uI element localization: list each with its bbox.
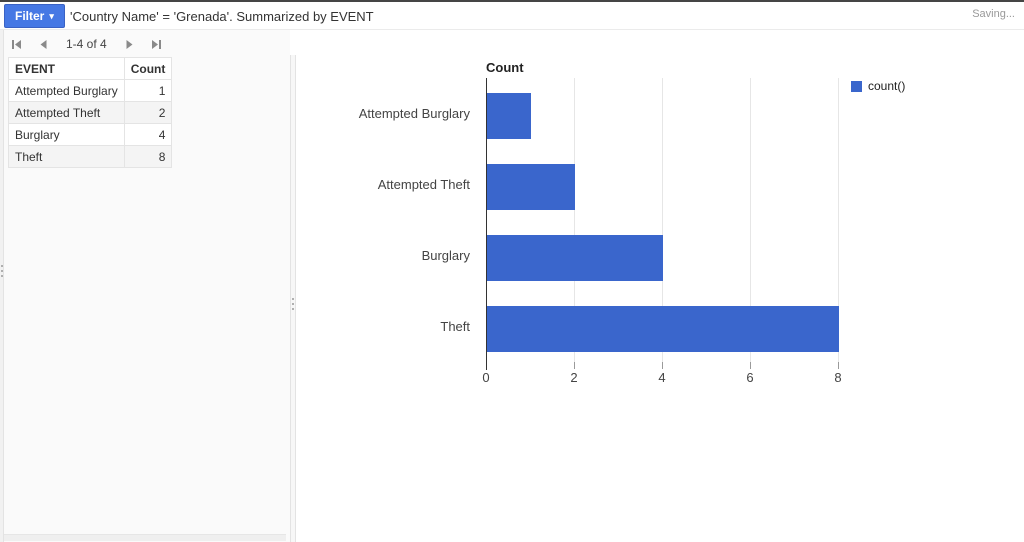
filter-button-label: Filter [15, 9, 45, 23]
event-cell: Attempted Burglary [8, 79, 125, 102]
summary-table: EVENT Count Attempted Burglary 1 Attempt… [8, 57, 173, 168]
chart-title: Count [486, 60, 524, 75]
previous-page-button[interactable] [32, 34, 54, 54]
axis-tick [750, 362, 751, 369]
gridline [838, 78, 839, 362]
previous-page-icon [40, 39, 46, 49]
axis-tick [574, 362, 575, 369]
count-cell: 1 [123, 79, 173, 102]
last-page-icon [151, 39, 161, 49]
bar-slot [486, 149, 838, 220]
bar-burglary[interactable] [487, 235, 663, 281]
value-axis: 0 2 4 6 8 [482, 370, 842, 386]
bar-attempted-theft[interactable] [487, 164, 575, 210]
summary-panel: 1-4 of 4 EVENT Count Attempted Burglary … [0, 30, 290, 542]
category-axis: Attempted Burglary Attempted Theft Burgl… [298, 78, 478, 362]
count-cell: 4 [123, 123, 173, 146]
axis-tick [662, 362, 663, 369]
gridline [574, 78, 575, 362]
bar-slot [486, 78, 838, 149]
pagination-range: 1-4 of 4 [66, 37, 107, 51]
filter-button[interactable]: Filter ▾ [4, 4, 65, 28]
axis-tick [838, 362, 839, 369]
window-top-edge [0, 0, 1024, 2]
column-header-count[interactable]: Count [123, 57, 173, 80]
chart-panel: Count Attempted Burglary Attempted Theft… [296, 30, 1024, 542]
category-label: Theft [440, 319, 470, 334]
column-header-event[interactable]: EVENT [8, 57, 125, 80]
table-row: Burglary 4 [8, 123, 173, 146]
event-cell: Theft [8, 145, 125, 168]
drag-handle-icon [1, 262, 3, 280]
axis-tick-label: 2 [570, 370, 578, 385]
horizontal-scrollbar[interactable] [4, 534, 286, 541]
bar-slot [486, 220, 838, 291]
legend-label: count() [868, 79, 906, 93]
bar-attempted-burglary[interactable] [487, 93, 531, 139]
category-label: Burglary [421, 248, 470, 263]
toolbar: Filter ▾ 'Country Name' = 'Grenada'. Sum… [0, 2, 1024, 30]
first-page-icon [12, 39, 21, 49]
table-row: Attempted Burglary 1 [8, 79, 173, 102]
gridline [662, 78, 663, 362]
filter-description: 'Country Name' = 'Grenada'. Summarized b… [70, 9, 374, 24]
pagination-bar: 1-4 of 4 [6, 33, 167, 55]
table-row: Theft 8 [8, 145, 173, 168]
next-page-button[interactable] [119, 34, 141, 54]
table-header-row: EVENT Count [8, 57, 173, 80]
last-page-button[interactable] [145, 34, 167, 54]
plot-area [486, 78, 839, 370]
category-label: Attempted Theft [377, 177, 470, 192]
saving-status: Saving... [972, 8, 1015, 20]
event-cell: Burglary [8, 123, 125, 146]
first-page-button[interactable] [6, 34, 28, 54]
axis-tick-label: 0 [482, 370, 490, 385]
event-cell: Attempted Theft [8, 101, 125, 124]
drag-handle-icon [292, 295, 294, 313]
axis-tick-label: 4 [658, 370, 666, 385]
table-row: Attempted Theft 2 [8, 101, 173, 124]
axis-tick-label: 6 [746, 370, 754, 385]
axis-tick-label: 8 [834, 370, 842, 385]
category-label: Attempted Burglary [358, 106, 470, 121]
bar-slot [486, 291, 839, 362]
value-axis-baseline [486, 78, 487, 370]
panel-splitter[interactable] [290, 55, 296, 542]
count-cell: 8 [123, 145, 173, 168]
chevron-down-icon: ▾ [49, 10, 54, 21]
chart-legend: count() [851, 79, 905, 93]
count-cell: 2 [123, 101, 173, 124]
bar-theft[interactable] [487, 306, 839, 352]
legend-swatch [851, 80, 862, 92]
next-page-icon [126, 39, 133, 49]
gridline [750, 78, 751, 362]
left-edge-splitter[interactable] [0, 30, 4, 542]
